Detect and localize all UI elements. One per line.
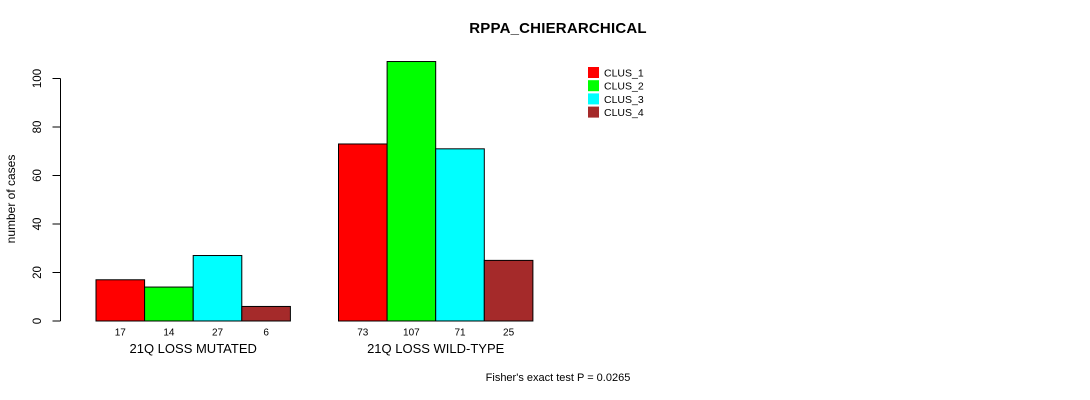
y-tick-label: 100 [32,69,44,88]
category-label: 21Q LOSS WILD-TYPE [367,341,505,356]
bar-value-label: 71 [454,328,466,339]
bar-clus_1 [338,143,388,322]
fisher-test-label: Fisher's exact test P = 0.0265 [486,372,631,384]
bar-value-label: 6 [263,328,269,339]
bar-value-label: 107 [403,328,420,339]
bar-group: 73 107 71 25 21Q LOSS WILD-TYPE [338,61,534,356]
y-tick-label: 40 [32,218,44,231]
bar-clus_4 [241,305,291,322]
bar-groups: 17 14 27 6 21Q LOSS MUTATED 73 107 71 25 21Q LOSS… [95,61,534,356]
legend-label: CLUS_4 [604,107,644,119]
bar-clus_4 [483,259,534,322]
y-tick-label: 0 [32,318,44,324]
legend-swatch-clus_4 [588,106,599,118]
bar-clus_3 [192,255,243,322]
y-axis: 0 20 40 60 80 100 [32,69,61,324]
legend-label: CLUS_1 [604,68,644,80]
bar-value-label: 14 [163,328,175,339]
legend-swatch-clus_2 [588,80,599,92]
legend-label: CLUS_3 [604,94,644,106]
legend-swatch-clus_3 [588,93,599,105]
chart-title: RPPA_CHIERARCHICAL [469,20,647,37]
bar-group: 17 14 27 6 21Q LOSS MUTATED [95,255,291,356]
bar-clus_2 [144,286,194,322]
bar-value-label: 25 [503,328,515,339]
y-tick-label: 60 [32,169,44,182]
bar-clus_2 [386,61,437,322]
y-tick-label: 80 [32,121,44,134]
bar-clus_1 [95,279,146,322]
bar-clus_3 [435,148,485,322]
bar-value-label: 27 [212,328,224,339]
y-tick-label: 20 [32,266,44,279]
category-label: 21Q LOSS MUTATED [130,341,257,356]
legend-swatch-clus_1 [588,67,599,78]
y-axis-title: number of cases [4,155,18,244]
bar-value-label: 17 [115,328,127,339]
legend-label: CLUS_2 [604,81,644,93]
bar-value-label: 73 [357,328,369,339]
